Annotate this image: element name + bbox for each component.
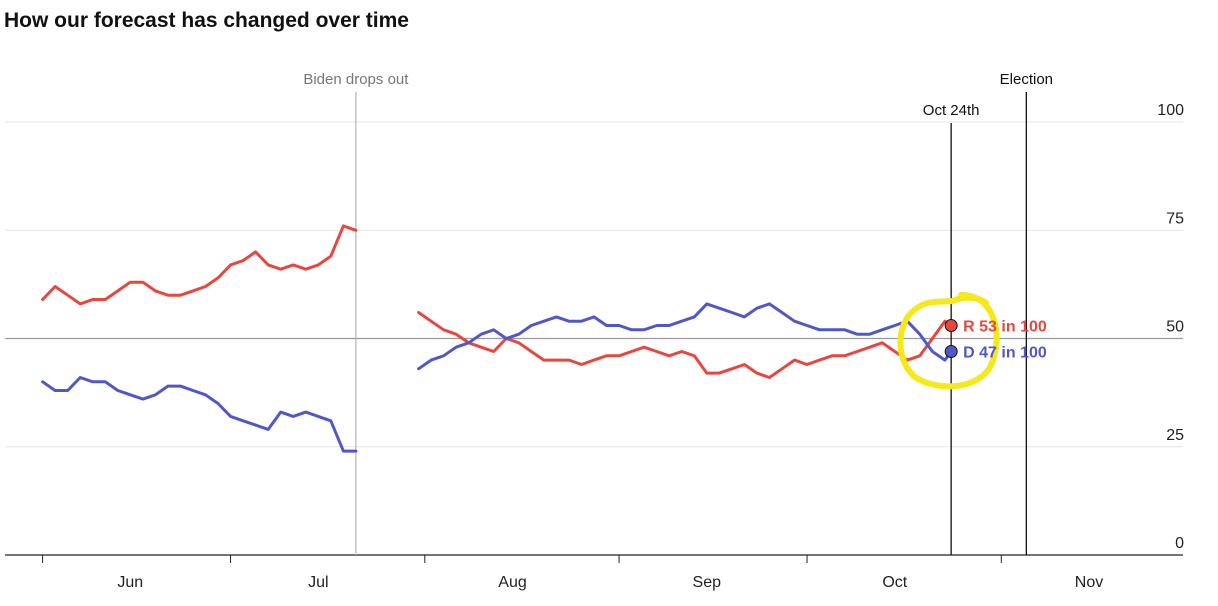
series-lines	[41, 224, 953, 453]
y-tick-label: 50	[1166, 319, 1184, 336]
end-label-r: R 53 in 100	[963, 319, 1047, 336]
end-marker-d	[944, 344, 958, 358]
series-line-r	[41, 224, 358, 306]
annotation-label: Election	[1000, 71, 1053, 88]
series-line-d	[41, 376, 358, 453]
series-line-d	[417, 302, 953, 371]
y-tick-label: 0	[1175, 535, 1184, 552]
chart-title: How our forecast has changed over time	[4, 9, 409, 32]
end-label-d: D 47 in 100	[963, 344, 1047, 361]
highlight-layer	[897, 291, 1000, 390]
y-tick-label: 100	[1157, 102, 1184, 119]
y-tick-label: 25	[1166, 427, 1184, 444]
annotation-label: Biden drops out	[303, 71, 409, 88]
end-marker-r	[944, 319, 958, 333]
annotations: Biden drops out Oct 24th Election	[303, 71, 1053, 555]
y-axis: 0 25 50 75 100	[1157, 102, 1184, 552]
annotation-label: Oct 24th	[923, 102, 980, 119]
end-markers: R 53 in 100 D 47 in 100	[944, 319, 1047, 361]
x-tick-label: Oct	[882, 574, 907, 591]
gridlines	[5, 121, 1183, 448]
series-line-r	[417, 311, 953, 379]
x-tick-label: Jun	[117, 574, 143, 591]
x-tick-label: Aug	[498, 574, 526, 591]
highlight-circle	[897, 291, 1000, 390]
x-tick-label: Jul	[308, 574, 328, 591]
x-axis: Jun Jul Aug Sep Oct Nov	[5, 554, 1183, 591]
y-tick-label: 75	[1166, 210, 1184, 227]
x-tick-label: Sep	[693, 574, 722, 591]
x-tick-label: Nov	[1075, 574, 1103, 591]
